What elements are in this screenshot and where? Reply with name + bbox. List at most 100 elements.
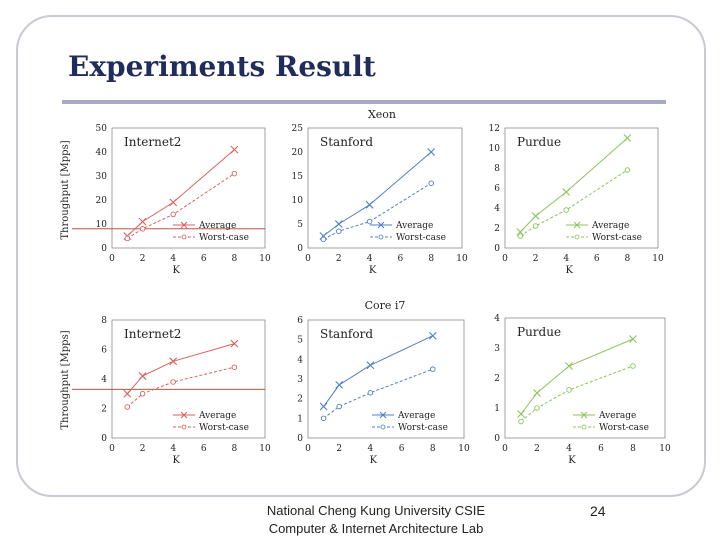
data-point-worst-case xyxy=(624,167,631,173)
y-tick-label: 4 xyxy=(101,375,107,385)
data-point-worst-case xyxy=(366,218,373,225)
y-tick-label: 12 xyxy=(489,124,500,134)
chart-panel-core-i7-stanford: 0 1 2 3 4 5 6 0 2 4 6 8 10 K Stanford Average Worst-case xyxy=(297,316,470,466)
y-tick-label: 10 xyxy=(96,220,108,230)
x-tick-label: 2 xyxy=(140,254,146,264)
data-point-average xyxy=(517,410,525,418)
y-tick-label: 5 xyxy=(297,336,303,346)
legend-label-worst-case: Worst-case xyxy=(199,233,249,243)
legend-label-worst-case: Worst-case xyxy=(398,423,448,433)
data-point-average xyxy=(319,402,328,411)
data-point-worst-case xyxy=(532,223,539,229)
y-tick-label: 0 xyxy=(494,434,500,444)
legend-label-average: Average xyxy=(591,221,629,231)
data-point-worst-case xyxy=(430,366,436,372)
x-axis-label: K xyxy=(568,455,576,466)
data-point-average xyxy=(531,212,540,220)
data-point-average xyxy=(562,188,571,196)
y-tick-label: 8 xyxy=(101,316,107,326)
x-tick-label: 6 xyxy=(598,444,604,454)
legend-label-average: Average xyxy=(395,221,433,231)
x-tick-label: 4 xyxy=(368,444,374,454)
x-tick-label: 0 xyxy=(305,254,311,264)
x-tick-label: 0 xyxy=(109,254,115,264)
y-tick-label: 20 xyxy=(292,148,304,158)
series-line-average xyxy=(520,338,634,415)
x-tick-label: 4 xyxy=(170,254,176,264)
x-tick-label: 6 xyxy=(399,444,405,454)
series-line-worst-case xyxy=(323,368,433,419)
x-tick-label: 0 xyxy=(305,444,311,454)
data-point-worst-case xyxy=(630,363,636,369)
y-tick-label: 2 xyxy=(494,374,500,384)
data-point-average xyxy=(335,381,344,389)
x-tick-label: 10 xyxy=(259,444,271,454)
data-point-worst-case xyxy=(518,418,524,425)
footer-lab-name: National Cheng Kung University CSIE Comp… xyxy=(226,502,526,538)
x-tick-label: 4 xyxy=(563,254,569,264)
plot-frame xyxy=(307,319,465,439)
legend-label-worst-case: Worst-case xyxy=(592,233,642,243)
panel-title: Internet2 xyxy=(124,327,181,341)
x-tick-label: 0 xyxy=(502,254,508,264)
panel-title: Internet2 xyxy=(124,135,181,149)
legend-marker xyxy=(180,411,188,419)
x-tick-label: 2 xyxy=(336,444,342,454)
data-point-worst-case xyxy=(231,170,238,177)
data-point-average xyxy=(138,372,147,380)
x-tick-label: 8 xyxy=(232,254,238,264)
x-tick-label: 0 xyxy=(502,444,508,454)
series-line-average xyxy=(126,343,235,395)
legend-marker xyxy=(181,424,187,430)
footer-line-1: National Cheng Kung University CSIE xyxy=(266,503,486,518)
y-tick-label: 6 xyxy=(101,346,107,356)
x-axis-label: K xyxy=(370,455,378,466)
x-tick-label: 8 xyxy=(630,444,636,454)
data-point-average xyxy=(169,198,178,207)
x-tick-label: 8 xyxy=(232,444,238,454)
data-point-worst-case xyxy=(139,226,146,232)
data-point-average xyxy=(123,389,132,398)
data-point-worst-case xyxy=(367,390,374,396)
data-point-worst-case xyxy=(534,405,540,411)
data-point-worst-case xyxy=(428,180,434,186)
x-tick-label: 0 xyxy=(109,444,115,454)
legend-label-average: Average xyxy=(397,411,435,421)
panel-title: Purdue xyxy=(517,325,561,339)
y-tick-label: 40 xyxy=(96,148,108,158)
group-title-core-i7: Core i7 xyxy=(365,299,406,312)
x-tick-label: 8 xyxy=(430,444,436,454)
legend-label-worst-case: Worst-case xyxy=(599,423,649,433)
y-tick-label: 6 xyxy=(494,184,500,194)
legend-marker xyxy=(573,221,581,229)
plot-frame xyxy=(111,319,266,439)
y-tick-label: 4 xyxy=(494,204,500,214)
y-tick-label: 0 xyxy=(297,244,303,254)
y-tick-label: 20 xyxy=(96,196,108,206)
data-point-average xyxy=(428,331,437,340)
data-point-worst-case xyxy=(170,211,176,218)
y-tick-label: 0 xyxy=(494,244,500,254)
x-tick-label: 10 xyxy=(659,444,671,454)
chart-panel-core-i7-internet2: 0 2 4 6 8 0 2 4 6 8 10 K Internet2 Average Worst-case xyxy=(72,316,271,466)
legend-marker xyxy=(379,411,387,419)
page-number: 24 xyxy=(590,503,606,519)
y-tick-label: 0 xyxy=(101,434,107,444)
y-tick-label: 1 xyxy=(297,414,303,424)
legend-label-average: Average xyxy=(198,411,236,421)
chart-panel-xeon-stanford: 0 5 10 15 20 25 0 2 4 6 8 10 K Stanford Average Worst-c… xyxy=(292,124,468,276)
data-point-average xyxy=(533,389,541,397)
y-tick-label: 50 xyxy=(96,124,108,134)
data-point-worst-case xyxy=(124,404,131,410)
x-axis-label: K xyxy=(369,265,377,276)
y-tick-label: 6 xyxy=(297,316,303,326)
plot-frame xyxy=(504,127,659,249)
y-tick-label: 8 xyxy=(494,164,500,174)
legend-label-average: Average xyxy=(598,411,636,421)
chart-panel-core-i7-purdue: 0 1 2 3 4 0 2 4 6 8 10 K Purdue Average Worst-case xyxy=(494,314,671,466)
x-tick-label: 2 xyxy=(140,444,146,454)
x-tick-label: 10 xyxy=(652,254,664,264)
series-line-average xyxy=(323,335,434,407)
data-point-worst-case xyxy=(231,364,238,370)
